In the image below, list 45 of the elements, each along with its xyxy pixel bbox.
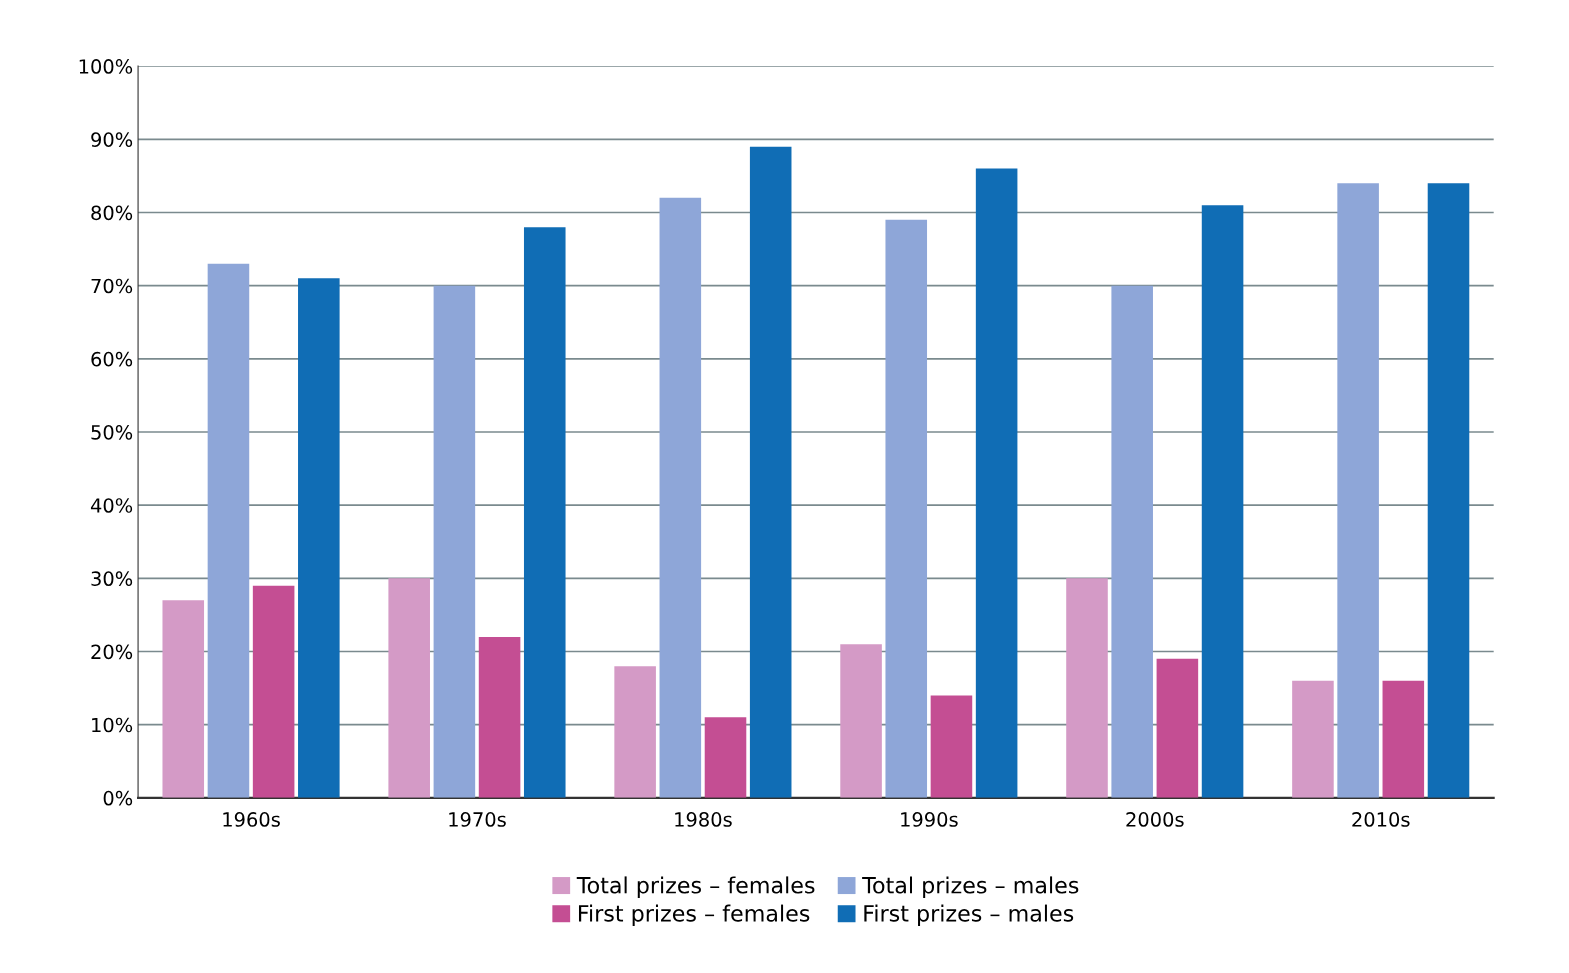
- x-tick-label: 1960s: [223, 812, 280, 827]
- bar: [1292, 680, 1334, 798]
- legend-label: First prizes – females: [578, 904, 810, 927]
- x-tick-label: 1990s: [901, 812, 958, 827]
- y-tick-label: 70%: [91, 278, 133, 294]
- bar: [1201, 205, 1244, 798]
- y-tick-label: 20%: [91, 644, 133, 660]
- y-tick-label: 0%: [103, 790, 133, 806]
- bar: [388, 578, 430, 798]
- bar: [749, 146, 792, 798]
- bar: [162, 600, 205, 798]
- bar: [930, 695, 973, 798]
- legend-label: Total prizes – females: [576, 876, 815, 898]
- y-tick-label: 100%: [79, 59, 133, 74]
- bar: [433, 285, 476, 798]
- x-tick-label: 1980s: [675, 812, 732, 827]
- x-tick-label: 1970s: [449, 812, 506, 827]
- bar: [1111, 285, 1153, 798]
- bar: [207, 263, 250, 798]
- y-tick-label: 90%: [91, 132, 133, 147]
- legend-label: First prizes – males: [864, 904, 1074, 927]
- bar: [614, 666, 656, 798]
- bar: [523, 227, 566, 798]
- y-tick-label: 40%: [90, 498, 133, 513]
- bar: [1066, 578, 1108, 798]
- bar: [1337, 183, 1379, 798]
- bar: [1427, 183, 1470, 798]
- bar: [478, 636, 521, 798]
- y-tick-label: 10%: [92, 717, 133, 733]
- y-tick-label: 50%: [91, 424, 133, 440]
- bar: [659, 197, 702, 798]
- x-tick-label: 2010s: [1352, 812, 1410, 827]
- y-tick-label: 60%: [91, 351, 133, 367]
- bar: [252, 585, 295, 798]
- x-tick-label: 2000s: [1126, 812, 1184, 827]
- bar: [1382, 680, 1425, 798]
- bar: [840, 644, 882, 798]
- y-tick-label: 80%: [91, 205, 133, 221]
- legend-label: Total prizes – males: [862, 876, 1079, 898]
- bar: [704, 717, 747, 798]
- bar: [1156, 658, 1199, 798]
- bar: [885, 219, 928, 798]
- bar: [298, 278, 340, 798]
- y-tick-label: 30%: [91, 571, 133, 587]
- bar: [975, 168, 1018, 798]
